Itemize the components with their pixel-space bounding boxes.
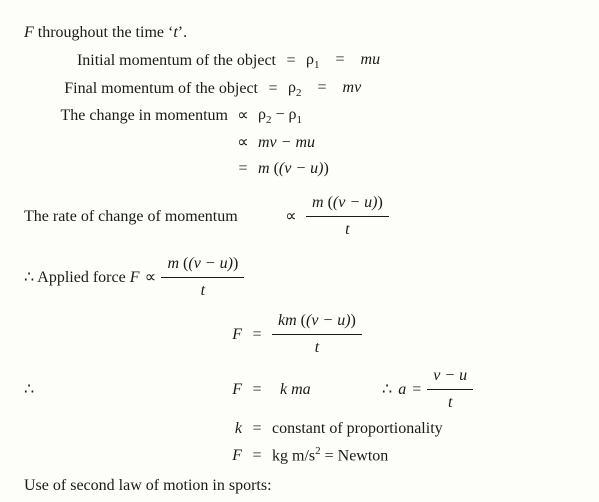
therefore-symbol: ∴: [24, 378, 44, 402]
change-step3-row: = m ((v − u)): [24, 157, 575, 181]
force-eq1-row: F = km ((v − u)) t: [24, 309, 575, 360]
equals: =: [242, 323, 272, 347]
fraction: km ((v − u)) t: [272, 309, 362, 360]
force-eq2-row: ∴ F = k ma ∴ a = v − u t: [24, 364, 575, 415]
rhs: km ((v − u)) t: [272, 309, 362, 360]
m: m: [258, 160, 274, 177]
fraction: v − u t: [427, 364, 473, 415]
lhs: The change in momentum: [24, 104, 228, 128]
change-momentum-row: The change in momentum ∝ ρ2 − ρ1: [24, 103, 575, 129]
sub-2: 2: [296, 87, 302, 99]
equals: =: [242, 378, 272, 402]
applied-force-row: ∴ Applied force F ∝ m ((v − u)) t: [24, 252, 575, 303]
equals: =: [276, 49, 306, 73]
rhs: constant of proportionality: [272, 417, 443, 441]
prop: ∝: [228, 104, 258, 128]
equals: =: [258, 77, 288, 101]
rhs: m ((v − u)): [258, 157, 329, 181]
a: a: [398, 378, 406, 402]
rhs: mv − mu: [258, 131, 315, 155]
newton-row: F = kg m/s2 = Newton: [24, 443, 575, 468]
therefore-symbol: ∴: [382, 378, 392, 402]
equals: =: [317, 79, 326, 96]
k: k: [24, 417, 242, 441]
F: F: [24, 323, 242, 347]
vu: ((v − u)): [274, 160, 329, 177]
final-momentum-row: Final momentum of the object = ρ2 = mv: [24, 76, 575, 102]
F: F: [24, 444, 242, 468]
equals: =: [335, 51, 344, 68]
therefore-text: ∴ Applied force F: [24, 266, 139, 290]
rho1: ρ: [289, 106, 297, 123]
equals: =: [228, 157, 258, 181]
prop: ∝: [276, 205, 306, 229]
rhs: k ma: [272, 378, 382, 402]
k-row: k = constant of proportionality: [24, 417, 575, 441]
rate-row: The rate of change of momentum ∝ m ((v −…: [24, 191, 575, 242]
rho2: ρ: [258, 106, 266, 123]
F: F: [44, 378, 242, 402]
rhs: m ((v − u)) t: [306, 191, 389, 242]
initial-momentum-row: Initial momentum of the object = ρ1 = mu: [24, 48, 575, 74]
lhs: Initial momentum of the object: [24, 49, 276, 73]
change-step2-row: ∝ mv − mu: [24, 131, 575, 155]
equals: =: [242, 417, 272, 441]
rhs: ρ2 = mv: [288, 76, 361, 102]
var-F: F: [24, 24, 34, 41]
rho: ρ: [306, 51, 314, 68]
equals: =: [242, 444, 272, 468]
minus: −: [271, 106, 288, 123]
prop: ∝: [139, 266, 161, 290]
mv: mv: [343, 79, 362, 96]
rhs: m ((v − u)) t: [161, 252, 244, 303]
rho: ρ: [288, 79, 296, 96]
lhs: Final momentum of the object: [24, 77, 258, 101]
sub: 1: [297, 115, 303, 127]
rhs: kg m/s2 = Newton: [272, 443, 388, 468]
intro-line: F throughout the time ‘t’.: [24, 21, 575, 45]
mu: mu: [361, 51, 381, 68]
lhs: The rate of change of momentum: [24, 205, 276, 229]
fraction: m ((v − u)) t: [161, 252, 244, 303]
text: throughout the time ‘: [34, 24, 174, 41]
rhs: ρ2 − ρ1: [258, 103, 302, 129]
sub-1: 1: [314, 59, 320, 71]
rhs: ρ1 = mu: [306, 48, 380, 74]
prop: ∝: [228, 131, 258, 155]
equals: =: [412, 378, 421, 402]
use-line: Use of second law of motion in sports:: [24, 474, 575, 498]
text: ’.: [178, 24, 187, 41]
fraction: m ((v − u)) t: [306, 191, 389, 242]
